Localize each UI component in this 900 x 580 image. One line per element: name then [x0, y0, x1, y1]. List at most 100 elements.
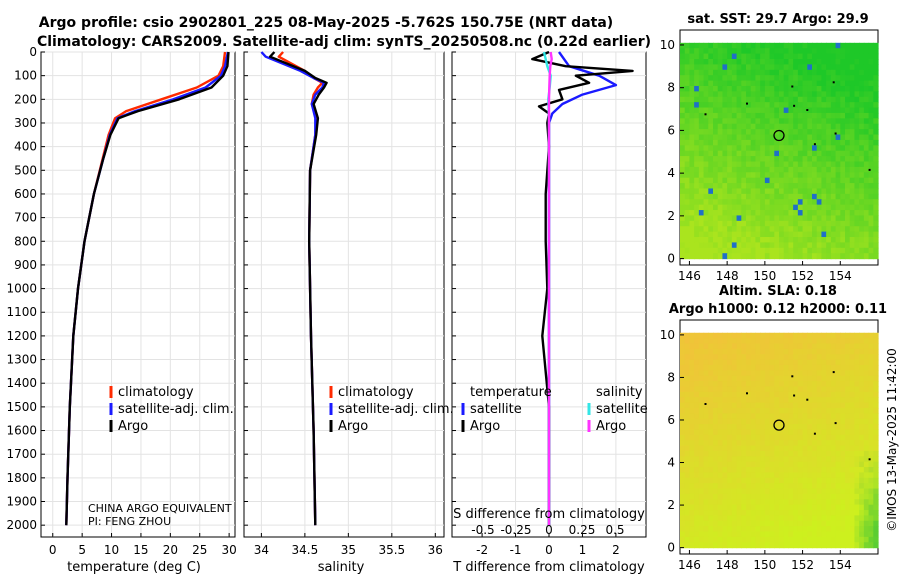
map-cell	[807, 226, 813, 233]
map-cell	[731, 247, 738, 254]
map-cell	[713, 364, 719, 371]
map-cell	[760, 493, 766, 500]
map-cell	[769, 450, 775, 457]
map-cell	[863, 526, 870, 533]
map-cell	[760, 536, 766, 543]
map-cell	[816, 80, 823, 87]
map-cell	[741, 53, 747, 60]
map-cell	[821, 102, 827, 109]
map-cell	[845, 343, 851, 350]
map-cell	[797, 370, 804, 377]
map-cell	[835, 424, 841, 431]
map-cell	[779, 520, 785, 527]
map-cell	[873, 493, 879, 500]
map-cell	[779, 386, 785, 393]
map-cell	[736, 161, 742, 168]
map-cell	[713, 461, 719, 468]
map-cell	[722, 231, 728, 238]
map-cell	[727, 493, 733, 500]
map-cell	[760, 112, 766, 119]
map-cell	[680, 348, 686, 355]
map-cell	[788, 42, 794, 49]
map-cell	[807, 129, 813, 136]
map-cell	[863, 536, 870, 543]
map-cell	[835, 332, 841, 339]
map-cell	[760, 242, 766, 249]
map-cell	[727, 397, 733, 404]
map-cell	[689, 69, 695, 76]
map-cell	[788, 450, 794, 457]
map-cell	[868, 348, 874, 355]
map-cell	[736, 42, 742, 49]
map-cell	[760, 397, 766, 404]
map-cell	[684, 493, 691, 500]
map-cell	[807, 391, 813, 398]
map-cell	[741, 364, 747, 371]
map-cell	[769, 520, 775, 527]
map-cell	[680, 483, 686, 490]
map-cell	[779, 231, 785, 238]
map-cell	[826, 112, 832, 119]
map-cell	[807, 499, 813, 506]
map-cell	[845, 515, 851, 522]
map-cell	[849, 102, 856, 109]
map-cell	[760, 59, 766, 65]
map-cell	[764, 510, 771, 516]
map-cell	[746, 450, 752, 457]
map-cell	[727, 204, 733, 211]
map-cell	[816, 220, 823, 227]
map-cell	[689, 80, 695, 87]
map-cell	[731, 488, 738, 495]
map-cell	[746, 477, 752, 484]
map-cell	[764, 391, 771, 398]
map-cell	[826, 204, 832, 211]
map-cell	[727, 183, 733, 190]
map-cell	[854, 80, 860, 87]
map-cell	[764, 193, 771, 200]
map-cell	[840, 237, 846, 243]
map-cell	[689, 231, 695, 238]
map-cell	[854, 520, 860, 527]
map-cell	[680, 445, 686, 452]
map-cell	[764, 85, 771, 92]
map-cell	[736, 134, 742, 141]
map-cell	[783, 461, 790, 468]
map-cell	[703, 220, 709, 227]
map-cell	[783, 123, 790, 130]
map-cell	[764, 440, 771, 447]
map-cell	[727, 112, 733, 119]
map-cell	[859, 510, 865, 516]
map-cell	[826, 188, 832, 195]
map-cell	[816, 172, 823, 179]
map-cell	[788, 69, 794, 76]
map-cell	[764, 59, 771, 65]
sst-map-title: sat. SST: 29.7 Argo: 29.9	[687, 12, 868, 27]
x-tick-label: 2	[612, 543, 620, 557]
map-cell	[783, 129, 790, 136]
map-cell	[722, 477, 728, 484]
map-cell	[760, 364, 766, 371]
map-cell	[859, 493, 865, 500]
map-cell	[845, 477, 851, 484]
map-cell	[713, 210, 719, 217]
map-cell	[807, 483, 813, 490]
map-cell	[821, 215, 827, 222]
map-cell	[764, 402, 771, 409]
map-cell	[868, 166, 874, 173]
map-cell	[807, 150, 813, 157]
map-cell	[849, 123, 856, 130]
map-cell	[854, 531, 860, 538]
map-cell	[698, 429, 705, 436]
map-cell	[755, 215, 761, 222]
map-cell	[698, 499, 705, 506]
map-cell	[821, 381, 827, 388]
map-cell	[703, 231, 709, 238]
map-cell	[854, 429, 860, 436]
map-cell	[812, 75, 818, 82]
map-cell	[849, 150, 856, 157]
map-cell	[717, 375, 724, 382]
map-cell	[746, 472, 752, 479]
map-cell	[783, 391, 790, 398]
map-cell	[694, 150, 700, 157]
map-cell	[849, 59, 856, 65]
